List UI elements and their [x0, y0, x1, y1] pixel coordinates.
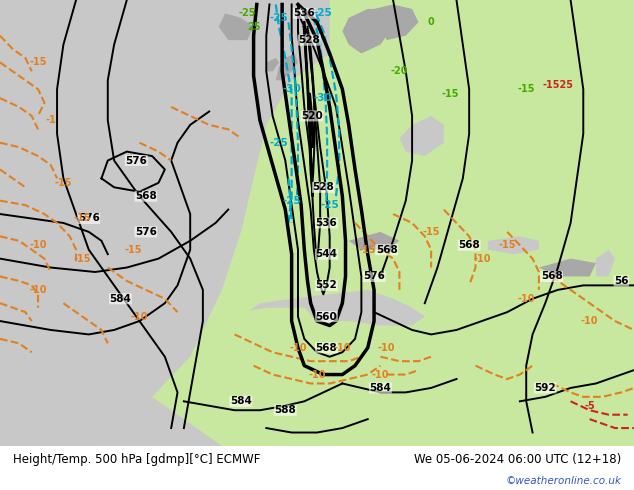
- Text: We 05-06-2024 06:00 UTC (12+18): We 05-06-2024 06:00 UTC (12+18): [414, 453, 621, 466]
- Text: 584: 584: [110, 294, 131, 304]
- Text: -15: -15: [441, 89, 459, 98]
- Text: -20: -20: [391, 66, 408, 76]
- Text: -5: -5: [585, 401, 595, 411]
- Text: 536: 536: [294, 8, 315, 19]
- Polygon shape: [539, 259, 596, 276]
- Text: -10: -10: [378, 343, 396, 353]
- Text: 576: 576: [135, 227, 157, 237]
- Text: 560: 560: [316, 312, 337, 321]
- Text: 576: 576: [78, 214, 100, 223]
- Text: -15: -15: [74, 254, 91, 264]
- Text: Height/Temp. 500 hPa [gdmp][°C] ECMWF: Height/Temp. 500 hPa [gdmp][°C] ECMWF: [13, 453, 260, 466]
- Text: -25: -25: [238, 8, 256, 19]
- Text: -10: -10: [289, 343, 307, 353]
- Text: -15: -15: [29, 57, 47, 68]
- Polygon shape: [374, 4, 418, 40]
- Text: 25: 25: [247, 22, 261, 32]
- Text: 552: 552: [316, 280, 337, 291]
- Text: 0: 0: [428, 17, 434, 27]
- Text: 568: 568: [316, 343, 337, 353]
- Text: 528: 528: [299, 35, 320, 45]
- Text: -15: -15: [422, 227, 440, 237]
- Text: 568: 568: [135, 191, 157, 201]
- Text: 568: 568: [458, 240, 480, 250]
- Polygon shape: [228, 308, 317, 352]
- Text: -10: -10: [372, 369, 389, 380]
- Text: -30: -30: [282, 84, 301, 94]
- Text: -30: -30: [314, 93, 333, 103]
- Text: -15: -15: [359, 245, 377, 255]
- Text: -25: -25: [314, 8, 333, 19]
- Text: 528: 528: [313, 182, 334, 192]
- Text: -10: -10: [473, 254, 491, 264]
- Polygon shape: [342, 9, 393, 53]
- Polygon shape: [247, 290, 425, 325]
- Text: -10: -10: [308, 369, 326, 380]
- Text: 576: 576: [126, 155, 147, 166]
- Polygon shape: [488, 236, 539, 254]
- Text: -10: -10: [517, 294, 535, 304]
- Polygon shape: [276, 53, 298, 80]
- Text: 588: 588: [275, 405, 296, 415]
- Text: -25: -25: [320, 200, 339, 210]
- Polygon shape: [399, 116, 444, 156]
- Polygon shape: [266, 58, 279, 72]
- Text: -15: -15: [74, 214, 91, 223]
- Text: ©weatheronline.co.uk: ©weatheronline.co.uk: [505, 476, 621, 486]
- Text: 520: 520: [301, 111, 323, 121]
- Polygon shape: [219, 13, 254, 40]
- Text: 568: 568: [541, 271, 562, 281]
- Text: 536: 536: [316, 218, 337, 228]
- Text: -10: -10: [131, 312, 148, 321]
- Text: 568: 568: [376, 245, 398, 255]
- Text: -15: -15: [55, 178, 72, 188]
- Text: -1: -1: [46, 115, 56, 125]
- Text: 56: 56: [614, 276, 628, 286]
- Text: -25: -25: [269, 13, 288, 23]
- Polygon shape: [0, 303, 222, 446]
- Text: -15: -15: [517, 84, 535, 94]
- Text: -25: -25: [282, 196, 301, 206]
- Text: 584: 584: [230, 396, 252, 406]
- Text: -15: -15: [124, 245, 142, 255]
- Text: 584: 584: [370, 383, 391, 393]
- Text: -10: -10: [581, 316, 598, 326]
- Text: -15: -15: [498, 240, 516, 250]
- Polygon shape: [349, 232, 399, 250]
- Text: -1525: -1525: [543, 80, 573, 90]
- Text: 592: 592: [534, 383, 556, 393]
- Text: -10: -10: [29, 285, 47, 295]
- Text: 544: 544: [316, 249, 337, 259]
- Text: -10: -10: [333, 343, 351, 353]
- Polygon shape: [0, 0, 330, 446]
- Polygon shape: [596, 250, 615, 276]
- Text: 576: 576: [363, 271, 385, 281]
- Text: -25: -25: [269, 138, 288, 147]
- Text: -10: -10: [29, 240, 47, 250]
